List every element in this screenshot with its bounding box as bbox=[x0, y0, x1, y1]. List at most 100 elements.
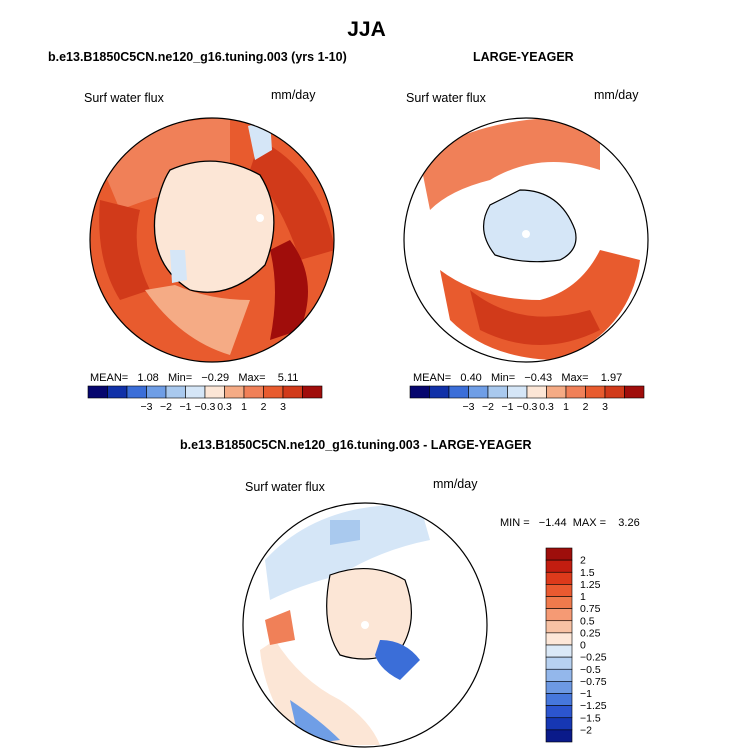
diff-colorbar-swatch bbox=[545, 717, 573, 731]
diff-colorbar-tick-label: 2 bbox=[580, 555, 586, 567]
diff-colorbar-swatch bbox=[545, 656, 573, 670]
diff-colorbar: 21.51.2510.750.50.250−0.25−0.5−0.75−1−1.… bbox=[545, 547, 607, 743]
left-colorbar-swatch bbox=[146, 385, 167, 399]
diff-colorbar-tick-label: −1.25 bbox=[580, 700, 607, 712]
left-colorbar-swatch bbox=[224, 385, 245, 399]
left-map-pole-hole bbox=[256, 214, 264, 222]
diff-colorbar-swatch bbox=[545, 632, 573, 646]
diff-units-label: mm/day bbox=[433, 477, 478, 491]
left-colorbar-tick-label: 3 bbox=[280, 401, 286, 413]
right-colorbar-swatch bbox=[507, 385, 528, 399]
left-colorbar-tick-label: −0.3 bbox=[195, 401, 216, 413]
diff-variable-label: Surf water flux bbox=[245, 480, 325, 494]
left-colorbar-swatch bbox=[282, 385, 303, 399]
left-map-siberia-margin bbox=[145, 285, 250, 355]
diff-colorbar-tick-label: 0.25 bbox=[580, 627, 601, 639]
left-colorbar-swatch bbox=[302, 385, 323, 399]
diff-colorbar-tick-label: 1 bbox=[580, 591, 586, 603]
diff-stats: MIN = −1.44 MAX = 3.26 bbox=[500, 517, 640, 529]
right-variable-label: Surf water flux bbox=[406, 91, 486, 105]
left-map bbox=[90, 118, 334, 362]
diff-colorbar-tick-label: −1.5 bbox=[580, 712, 601, 724]
diff-colorbar-tick-label: −0.5 bbox=[580, 664, 601, 676]
left-units-label: mm/day bbox=[271, 88, 316, 102]
right-colorbar-swatch bbox=[565, 385, 586, 399]
right-colorbar-swatch bbox=[585, 385, 606, 399]
right-map-arctic-ocean bbox=[483, 189, 577, 263]
left-map-bering-region bbox=[99, 200, 150, 300]
diff-colorbar-tick-label: −0.25 bbox=[580, 652, 607, 664]
left-stats: MEAN= 1.08 Min= −0.29 Max= 5.11 bbox=[90, 372, 299, 384]
diff-map-pacific-negative bbox=[330, 520, 360, 545]
diff-map-atlantic-region bbox=[260, 640, 380, 745]
right-colorbar-tick-label: 2 bbox=[583, 401, 589, 413]
right-units-label: mm/day bbox=[594, 88, 639, 102]
right-colorbar-tick-label: 0.3 bbox=[539, 401, 554, 413]
right-colorbar-tick-label: −0.3 bbox=[517, 401, 538, 413]
diff-colorbar-swatch bbox=[545, 644, 573, 658]
diff-colorbar-tick-label: −0.75 bbox=[580, 676, 607, 688]
diff-colorbar-swatch bbox=[545, 705, 573, 719]
diff-map-border bbox=[242, 502, 488, 748]
right-stats: MEAN= 0.40 Min= −0.43 Max= 1.97 bbox=[413, 372, 623, 384]
diff-colorbar-swatch bbox=[545, 559, 573, 573]
right-map-border bbox=[403, 117, 649, 363]
diff-colorbar-tick-label: 0 bbox=[580, 640, 586, 652]
right-panel-title: LARGE-YEAGER bbox=[473, 50, 574, 64]
diff-colorbar-swatch bbox=[545, 608, 573, 622]
right-colorbar-swatch bbox=[526, 385, 547, 399]
left-map-north-sea-region bbox=[270, 240, 308, 340]
diff-colorbar-swatch bbox=[545, 681, 573, 694]
right-colorbar-swatch bbox=[604, 385, 625, 399]
left-colorbar-tick-label: −3 bbox=[141, 401, 153, 413]
right-map-pacific-region bbox=[420, 118, 600, 210]
left-colorbar: −3 −2 −1 −0.3 0.3 1 2 3 bbox=[87, 385, 323, 413]
right-colorbar-swatch bbox=[448, 385, 469, 399]
diff-colorbar-swatch bbox=[545, 547, 573, 561]
right-colorbar-swatch bbox=[468, 385, 489, 399]
page-title: JJA bbox=[347, 18, 386, 41]
right-colorbar-swatch bbox=[487, 385, 508, 399]
left-map-border bbox=[89, 117, 335, 363]
diff-map-labrador-positive bbox=[265, 610, 295, 645]
left-panel-title: b.e13.B1850C5CN.ne120_g16.tuning.003 (yr… bbox=[48, 50, 347, 64]
left-colorbar-tick-label: −2 bbox=[160, 401, 172, 413]
diff-map bbox=[243, 503, 487, 747]
left-colorbar-swatch bbox=[87, 385, 108, 399]
right-map-north-atlantic-core bbox=[470, 290, 600, 345]
diff-colorbar-swatch bbox=[545, 596, 573, 609]
diff-colorbar-swatch bbox=[545, 668, 573, 682]
diff-panel-title: b.e13.B1850C5CN.ne120_g16.tuning.003 - L… bbox=[180, 438, 532, 452]
diff-map-pacific-region bbox=[265, 504, 430, 600]
left-colorbar-swatch bbox=[185, 385, 206, 399]
left-colorbar-tick-label: −1 bbox=[180, 401, 192, 413]
right-map bbox=[404, 118, 648, 362]
diff-colorbar-swatch bbox=[545, 584, 573, 597]
right-map-pole-hole bbox=[522, 230, 530, 238]
diff-colorbar-tick-label: −2 bbox=[580, 724, 592, 736]
left-colorbar-tick-label: 0.3 bbox=[217, 401, 232, 413]
left-colorbar-swatch bbox=[165, 385, 186, 399]
right-colorbar-tick-label: −3 bbox=[463, 401, 475, 413]
diff-colorbar-swatch bbox=[545, 729, 573, 743]
diff-colorbar-swatch bbox=[545, 620, 573, 634]
right-colorbar-tick-label: 1 bbox=[563, 401, 569, 413]
left-colorbar-swatch bbox=[204, 385, 225, 399]
diff-colorbar-tick-label: 0.75 bbox=[580, 603, 601, 615]
left-colorbar-tick-label: 1 bbox=[241, 401, 247, 413]
right-colorbar-swatch bbox=[429, 385, 450, 399]
diff-colorbar-swatch bbox=[545, 693, 573, 706]
diff-map-barents-negative bbox=[375, 640, 420, 680]
left-colorbar-tick-label: 2 bbox=[261, 401, 267, 413]
left-colorbar-swatch bbox=[107, 385, 128, 399]
right-colorbar-swatch bbox=[624, 385, 645, 399]
diff-colorbar-tick-label: 0.5 bbox=[580, 615, 595, 627]
right-colorbar-swatch bbox=[546, 385, 567, 399]
diff-colorbar-tick-label: 1.25 bbox=[580, 579, 601, 591]
right-colorbar-tick-label: 3 bbox=[602, 401, 608, 413]
left-map-atlantic-region bbox=[250, 140, 334, 260]
diff-map-pole-hole bbox=[361, 621, 369, 629]
right-colorbar: −3 −2 −1 −0.3 0.3 1 2 3 bbox=[409, 385, 645, 413]
left-colorbar-swatch bbox=[263, 385, 284, 399]
